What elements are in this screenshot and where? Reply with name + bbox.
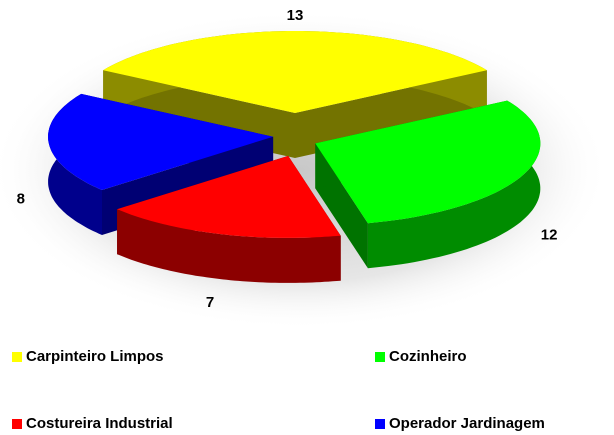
legend-label: Costureira Industrial bbox=[26, 415, 173, 432]
slice-top bbox=[103, 31, 487, 113]
pie: 13 12 7 8 bbox=[17, 7, 558, 311]
slice-top bbox=[315, 100, 541, 224]
slice bbox=[48, 93, 274, 236]
data-label: 12 bbox=[541, 226, 558, 243]
legend-swatch bbox=[12, 419, 22, 429]
slice-top bbox=[117, 155, 341, 238]
legend-label: Carpinteiro Limpos bbox=[26, 348, 164, 365]
slice bbox=[315, 100, 541, 269]
legend-label: Operador Jardinagem bbox=[389, 415, 545, 432]
data-label: 7 bbox=[206, 294, 214, 311]
legend-label: Cozinheiro bbox=[389, 348, 467, 365]
data-label: 13 bbox=[287, 7, 304, 24]
slice-top bbox=[48, 93, 274, 190]
slice-wall bbox=[367, 100, 541, 269]
slice bbox=[103, 31, 487, 158]
legend-swatch bbox=[375, 419, 385, 429]
slice-wall bbox=[117, 209, 341, 283]
slice bbox=[117, 155, 341, 283]
legend-swatch bbox=[375, 352, 385, 362]
legend: Carpinteiro Limpos Cozinheiro Costureira I… bbox=[12, 348, 545, 432]
data-label: 8 bbox=[17, 190, 25, 207]
legend-swatch bbox=[12, 352, 22, 362]
